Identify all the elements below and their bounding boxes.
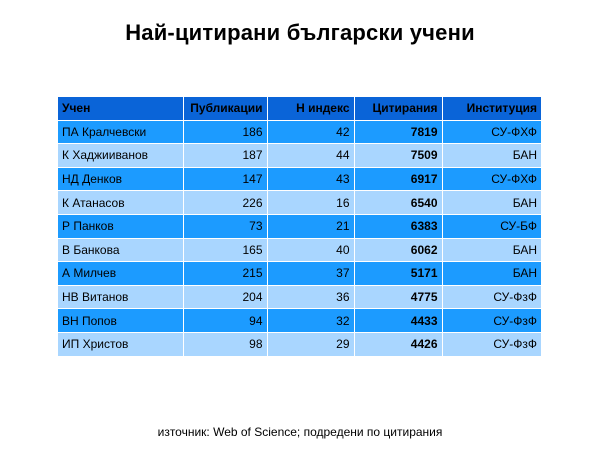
publications-cell: 204 — [183, 285, 268, 309]
h-index-cell: 21 — [267, 214, 355, 239]
scientist-name: Р Панков — [58, 214, 184, 239]
institution-cell: БАН — [442, 261, 541, 286]
h-index-cell: 37 — [267, 261, 355, 286]
source-note: източник: Web of Science; подредени по ц… — [157, 425, 443, 439]
publications-cell: 73 — [183, 214, 268, 239]
h-index-cell: 42 — [267, 120, 355, 144]
citations-cell: 4775 — [354, 285, 443, 309]
institution-cell: СУ-ФХФ — [442, 167, 541, 191]
scientist-name: ВН Попов — [58, 308, 184, 333]
citations-cell: 6062 — [354, 238, 443, 262]
column-header-scientist: Учен — [58, 97, 184, 121]
scientist-name: ИП Христов — [58, 332, 184, 356]
scientist-name: НВ Витанов — [58, 285, 184, 309]
table-row: К Атанасов 226 16 6540 БАН — [58, 190, 541, 215]
citations-cell: 6383 — [354, 214, 443, 239]
column-header-citations: Цитирания — [354, 97, 443, 121]
h-index-cell: 44 — [267, 143, 355, 168]
publications-cell: 186 — [183, 120, 268, 144]
column-header-publications: Публикации — [183, 97, 268, 121]
publications-cell: 147 — [183, 167, 268, 191]
scientist-name: К Атанасов — [58, 190, 184, 215]
table-row: ИП Христов 98 29 4426 СУ-ФзФ — [58, 332, 541, 356]
publications-cell: 98 — [183, 332, 268, 356]
table-row: ВН Попов 94 32 4433 СУ-ФзФ — [58, 308, 541, 333]
table-row: НД Денков 147 43 6917 СУ-ФХФ — [58, 167, 541, 191]
institution-cell: СУ-БФ — [442, 214, 541, 239]
institution-cell: СУ-ФзФ — [442, 308, 541, 333]
scientist-name: НД Денков — [58, 167, 184, 191]
publications-cell: 165 — [183, 238, 268, 262]
institution-cell: СУ-ФзФ — [442, 332, 541, 356]
h-index-cell: 32 — [267, 308, 355, 333]
scientist-name: ПА Кралчевски — [58, 120, 184, 144]
citations-cell: 6917 — [354, 167, 443, 191]
h-index-cell: 36 — [267, 285, 355, 309]
column-header-institution: Институция — [442, 97, 541, 121]
h-index-cell: 40 — [267, 238, 355, 262]
scientist-name: А Милчев — [58, 261, 184, 286]
column-header-h-index: H индекс — [267, 97, 355, 121]
citations-cell: 7819 — [354, 120, 443, 144]
table-row: К Хаджииванов 187 44 7509 БАН — [58, 143, 541, 168]
publications-cell: 187 — [183, 143, 268, 168]
h-index-cell: 29 — [267, 332, 355, 356]
institution-cell: СУ-ФзФ — [442, 285, 541, 309]
table-row: В Банкова 165 40 6062 БАН — [58, 238, 541, 262]
institution-cell: СУ-ФХФ — [442, 120, 541, 144]
citations-cell: 7509 — [354, 143, 443, 168]
institution-cell: БАН — [442, 238, 541, 262]
scientist-name: К Хаджииванов — [58, 143, 184, 168]
scientists-table: Учен Публикации H индекс Цитирания Инсти… — [58, 97, 541, 356]
publications-cell: 215 — [183, 261, 268, 286]
citations-cell: 4433 — [354, 308, 443, 333]
institution-cell: БАН — [442, 143, 541, 168]
publications-cell: 94 — [183, 308, 268, 333]
table-header-row: Учен Публикации H индекс Цитирания Инсти… — [58, 97, 541, 121]
scientist-name: В Банкова — [58, 238, 184, 262]
table-row: НВ Витанов 204 36 4775 СУ-ФзФ — [58, 285, 541, 309]
publications-cell: 226 — [183, 190, 268, 215]
citations-cell: 5171 — [354, 261, 443, 286]
institution-cell: БАН — [442, 190, 541, 215]
table-row: А Милчев 215 37 5171 БАН — [58, 261, 541, 286]
h-index-cell: 43 — [267, 167, 355, 191]
citations-cell: 6540 — [354, 190, 443, 215]
h-index-cell: 16 — [267, 190, 355, 215]
page-title: Най-цитирани български учени — [125, 20, 475, 45]
table-row: ПА Кралчевски 186 42 7819 СУ-ФХФ — [58, 120, 541, 144]
table-row: Р Панков 73 21 6383 СУ-БФ — [58, 214, 541, 239]
citations-cell: 4426 — [354, 332, 443, 356]
